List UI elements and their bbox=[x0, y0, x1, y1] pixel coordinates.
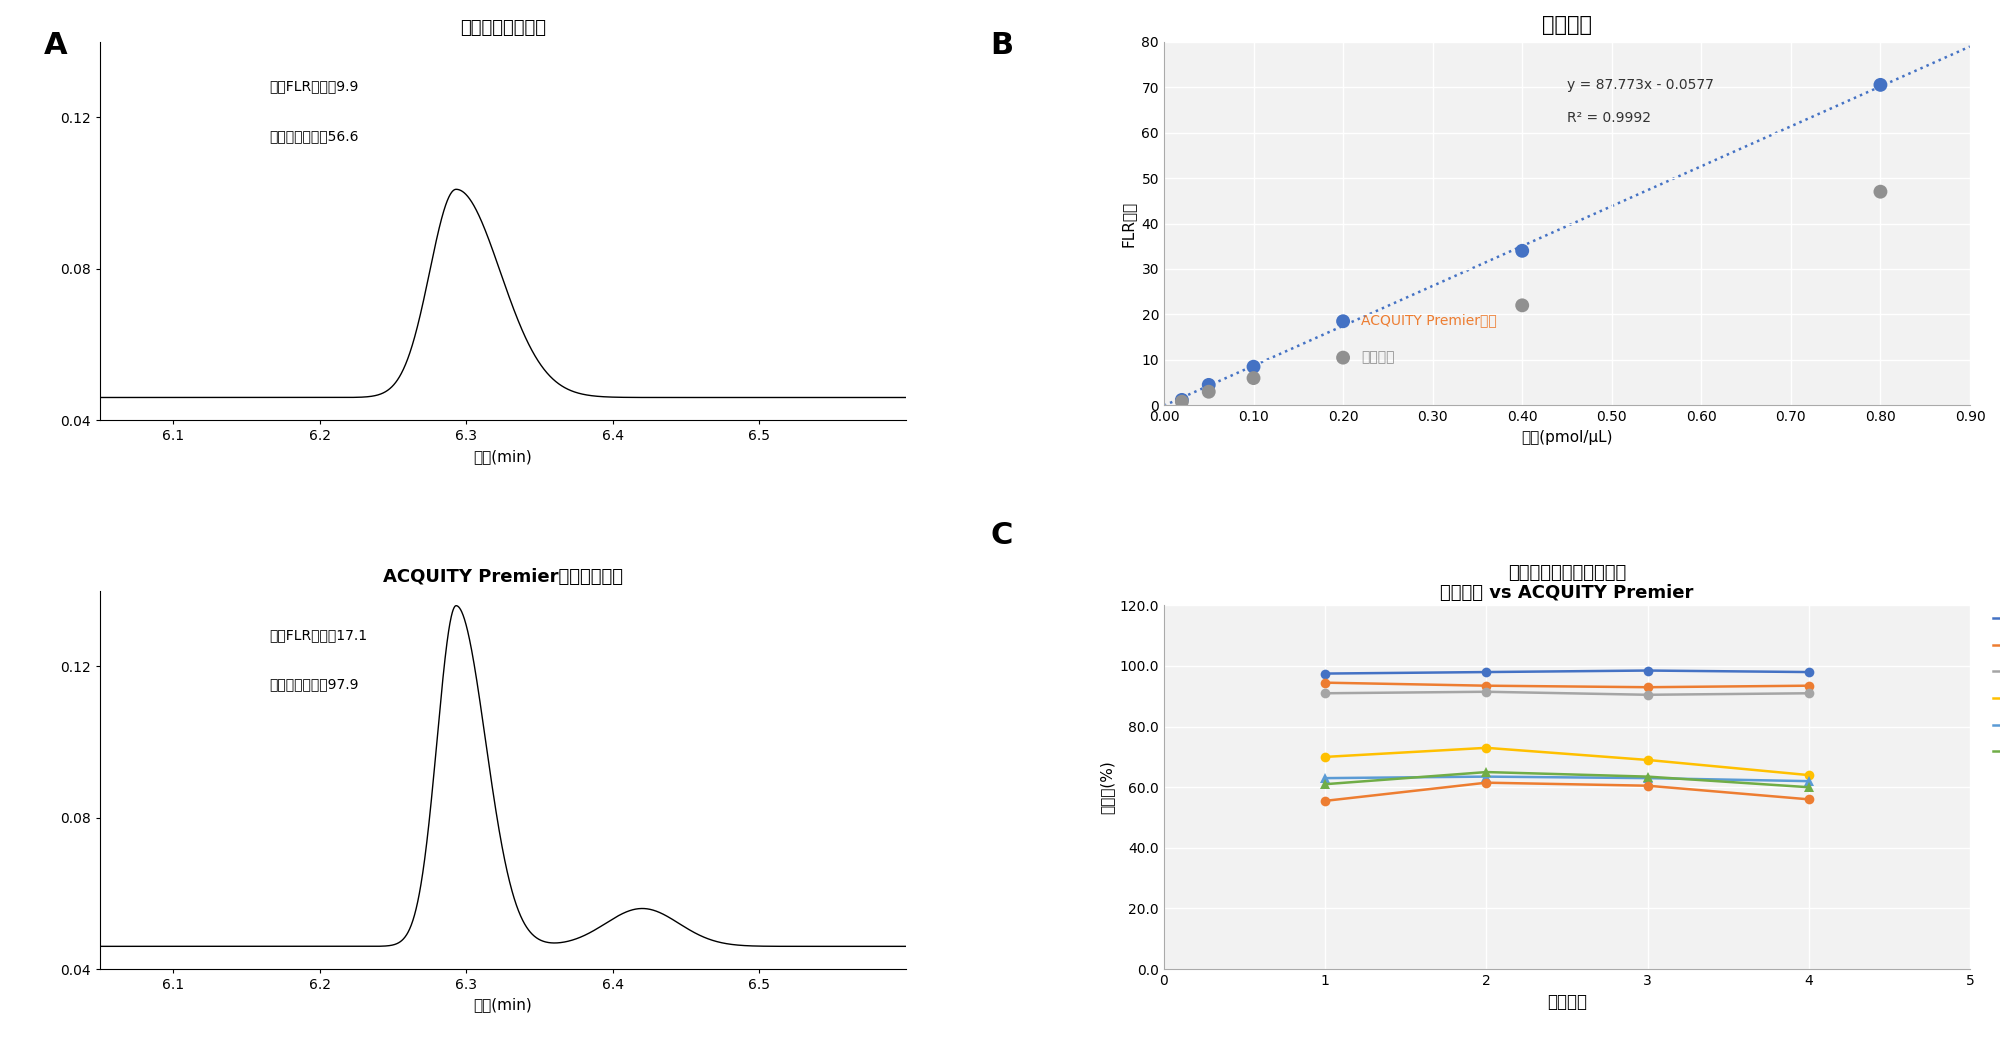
第2套ACQUITY Premier系统 bbox=[1796, 687, 1820, 699]
Text: 离线FLR信号：17.1: 离线FLR信号：17.1 bbox=[270, 628, 368, 642]
Point bbox=[1166, 392, 1198, 408]
第2套ACQUITY Premier系统 bbox=[1474, 686, 1498, 698]
平均值（常规系统） bbox=[1796, 775, 1820, 788]
Text: y = 87.773x - 0.0577: y = 87.773x - 0.0577 bbox=[1566, 78, 1714, 92]
第1套ACQUITY Premier系统 bbox=[1796, 666, 1820, 678]
X-axis label: 浓度(pmol/µL): 浓度(pmol/µL) bbox=[1522, 429, 1612, 445]
Point bbox=[1192, 383, 1224, 400]
Y-axis label: 百分比(%): 百分比(%) bbox=[1100, 761, 1114, 814]
平均值（常规系统） bbox=[1314, 772, 1338, 785]
Line: 第1套常规系统: 第1套常规系统 bbox=[1320, 743, 1814, 780]
Y-axis label: FLR信号: FLR信号 bbox=[1120, 200, 1136, 247]
第2套ACQUITY Premier系统 bbox=[1314, 687, 1338, 699]
Title: 常规色谱柱和系统: 常规色谱柱和系统 bbox=[460, 20, 546, 38]
Point bbox=[1238, 358, 1270, 375]
第1套常规系统 bbox=[1636, 753, 1660, 766]
Point bbox=[1506, 297, 1538, 314]
第2套常规系统 bbox=[1474, 766, 1498, 778]
第1套ACQUITY Premier系统 bbox=[1314, 667, 1338, 679]
X-axis label: 时间(min): 时间(min) bbox=[474, 997, 532, 1013]
第1套常规系统 bbox=[1474, 742, 1498, 754]
Legend: 第1套ACQUITY Premier系统, 平均值(ACQUITY Premier), 第2套ACQUITY Premier系统, 第1套常规系统, 平均值（常: 第1套ACQUITY Premier系统, 平均值(ACQUITY Premie… bbox=[1992, 612, 2000, 762]
Text: 离线FLR信号：9.9: 离线FLR信号：9.9 bbox=[270, 79, 358, 94]
Text: ACQUITY Premier技术: ACQUITY Premier技术 bbox=[1360, 313, 1496, 327]
第1套常规系统 bbox=[1314, 750, 1338, 763]
Title: 校准曲线: 校准曲线 bbox=[1542, 15, 1592, 34]
第2套常规系统 bbox=[1314, 778, 1338, 791]
平均值(ACQUITY Premier) bbox=[1796, 679, 1820, 692]
Point bbox=[1864, 76, 1896, 93]
Title: ACQUITY Premier色谱柱和系统: ACQUITY Premier色谱柱和系统 bbox=[384, 568, 624, 587]
Point bbox=[1328, 349, 1360, 366]
第2套常规系统 bbox=[1796, 780, 1820, 793]
平均值（常规系统） bbox=[1636, 772, 1660, 785]
Point bbox=[1192, 376, 1224, 393]
第2套常规系统 bbox=[1636, 770, 1660, 783]
平均值(ACQUITY Premier) bbox=[1314, 676, 1338, 689]
平均值(ACQUITY Premier) bbox=[1474, 679, 1498, 692]
Line: 平均值（常规系统）: 平均值（常规系统） bbox=[1320, 772, 1814, 786]
Line: 第2套ACQUITY Premier系统: 第2套ACQUITY Premier系统 bbox=[1320, 687, 1814, 699]
Text: R² = 0.9992: R² = 0.9992 bbox=[1566, 110, 1650, 125]
Point bbox=[1328, 313, 1360, 329]
Text: B: B bbox=[990, 31, 1014, 60]
第1套ACQUITY Premier系统 bbox=[1636, 665, 1660, 677]
Title: 四次进样的回收率百分比
常规技术 vs ACQUITY Premier: 四次进样的回收率百分比 常规技术 vs ACQUITY Premier bbox=[1440, 564, 1694, 602]
Line: 第2套常规系统: 第2套常规系统 bbox=[1320, 767, 1814, 792]
Point bbox=[1506, 243, 1538, 259]
Text: 回收率百分比：56.6: 回收率百分比：56.6 bbox=[270, 129, 358, 143]
第1套常规系统 bbox=[1796, 769, 1820, 782]
平均值(ACQUITY Premier) bbox=[1636, 681, 1660, 694]
Text: 常规技术: 常规技术 bbox=[1360, 350, 1394, 365]
Text: 回收率百分比：97.9: 回收率百分比：97.9 bbox=[270, 677, 358, 692]
第1套ACQUITY Premier系统 bbox=[1474, 666, 1498, 678]
X-axis label: 时间(min): 时间(min) bbox=[474, 449, 532, 464]
Point bbox=[1166, 394, 1198, 411]
X-axis label: 进样次数: 进样次数 bbox=[1546, 993, 1586, 1012]
Point bbox=[1864, 183, 1896, 200]
第2套ACQUITY Premier系统 bbox=[1636, 689, 1660, 701]
Text: C: C bbox=[990, 521, 1012, 550]
平均值（常规系统） bbox=[1474, 770, 1498, 783]
Text: A: A bbox=[44, 31, 68, 60]
Point bbox=[1238, 370, 1270, 387]
Line: 平均值(ACQUITY Premier): 平均值(ACQUITY Premier) bbox=[1320, 677, 1814, 692]
Line: 第1套ACQUITY Premier系统: 第1套ACQUITY Premier系统 bbox=[1320, 666, 1814, 678]
